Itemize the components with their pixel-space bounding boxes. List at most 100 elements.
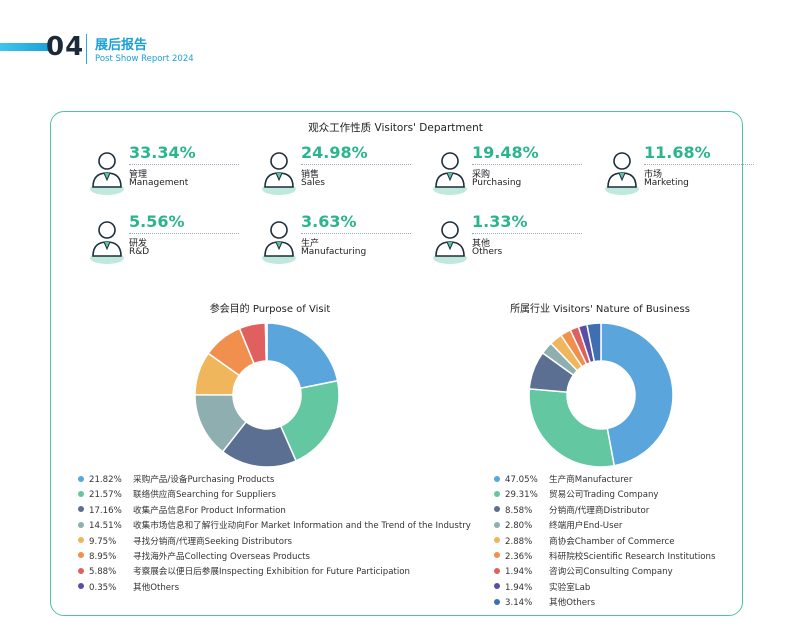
dotted-divider [472,233,582,234]
worker-hardhat-icon [262,221,296,264]
department-item: 19.48% 采购 Purchasing [430,143,590,203]
dotted-divider [129,233,239,234]
legend-entry: 8.58% 分销商/代理商Distributor [494,504,715,519]
legend-percent: 9.75% [89,536,117,547]
legend-swatch [78,521,84,528]
legend-label: 生产商Manufacturer [549,475,633,485]
marketing-person-icon [605,152,639,195]
legend-label: 寻找海外产品Collecting Overseas Products [133,551,311,562]
content-panel [50,111,743,616]
sales-person-icon [262,152,296,195]
department-percent: 3.63% [301,212,357,231]
legend-percent: 14.51% [89,521,122,532]
purpose-legend: 21.82% 采购产品/设备Purchasing Products 21.57% 联络… [78,473,471,596]
purchasing-person-icon [433,152,467,195]
department-percent: 5.56% [129,212,185,231]
legend-swatch [494,521,500,528]
department-label-en: Manufacturing [301,247,367,257]
legend-entry: 5.88% 考察展会以便日后参展Inspecting Exhibition for… [78,565,471,580]
legend-percent: 47.05% [505,475,538,485]
legend-entry: 21.82% 采购产品/设备Purchasing Products [78,473,471,488]
person-balance-icon [433,221,467,264]
department-item: 1.33% 其他 Others [430,212,590,272]
department-label-en: Purchasing [472,178,522,188]
donut-slice [600,322,674,467]
legend-label: 咨询公司Consulting Company [549,567,673,578]
business-legend: 47.05% 生产商Manufacturer 29.31% 贸易公司Trading C… [494,473,715,612]
legend-percent: 1.94% [505,582,533,593]
department-percent: 24.98% [301,143,368,162]
legend-entry: 3.14% 其他Others [494,596,715,611]
legend-percent: 5.88% [89,567,117,578]
department-label-cn: 采购 [472,170,491,180]
dotted-divider [301,233,411,234]
legend-entry: 14.51% 收集市场信息和了解行业动向For Market Informatio… [78,519,471,534]
dotted-divider [644,164,754,165]
legend-entry: 8.95% 寻找海外产品Collecting Overseas Products [78,550,471,565]
department-item: 5.56% 研发 R&D [87,212,247,272]
legend-entry: 2.36% 科研院校Scientific Research Institution… [494,550,715,565]
department-item: 11.68% 市场 Marketing [602,143,762,203]
legend-percent: 3.14% [505,598,533,609]
legend-label: 联络供应商Searching for Suppliers [133,490,276,501]
legend-entry: 1.94% 实验室Lab [494,581,715,596]
legend-swatch [494,506,500,513]
section-number: 04 [46,32,85,62]
legend-swatch [78,490,84,497]
legend-swatch [494,552,500,559]
legend-swatch [494,537,500,544]
legend-entry: 0.35% 其他Others [78,581,471,596]
department-percent: 19.48% [472,143,539,162]
legend-percent: 21.57% [89,490,122,501]
legend-label: 寻找分销商/代理商Seeking Distributors [133,536,292,547]
legend-swatch [494,598,500,605]
legend-percent: 8.58% [505,505,533,516]
legend-label: 实验室Lab [549,582,591,593]
legend-entry: 29.31% 贸易公司Trading Company [494,488,715,503]
legend-percent: 0.35% [89,582,117,593]
dotted-divider [472,164,582,165]
department-title: 观众工作性质 Visitors' Department [308,122,483,134]
donut-slice [266,322,339,390]
legend-swatch [78,567,84,574]
department-item: 24.98% 销售 Sales [259,143,419,203]
business-chart-title: 所属行业 Visitors' Nature of Business [510,304,690,315]
legend-label: 贸易公司Trading Company [549,490,659,501]
legend-percent: 21.82% [89,475,122,485]
legend-percent: 2.80% [505,521,533,532]
legend-percent: 8.95% [89,551,117,562]
legend-label: 收集产品信息For Product Information [133,505,286,516]
donut-slice [586,322,602,363]
legend-entry: 47.05% 生产商Manufacturer [494,473,715,488]
legend-label: 其他Others [133,582,180,593]
legend-swatch [494,583,500,590]
department-label-cn: 市场 [644,170,663,180]
department-percent: 33.34% [129,143,196,162]
purpose-donut-chart [194,322,340,468]
section-title-cn: 展后报告 [95,38,148,53]
legend-swatch [494,475,500,482]
department-label-cn: 其他 [472,239,491,249]
legend-entry: 2.88% 商协会Chamber of Commerce [494,535,715,550]
legend-swatch [494,567,500,574]
department-label-cn: 管理 [129,170,148,180]
legend-label: 考察展会以便日后参展Inspecting Exhibition for Futu… [133,567,410,578]
legend-label: 终端用户End-User [549,521,623,532]
legend-swatch [78,506,84,513]
purpose-chart-title: 参会目的 Purpose of Visit [209,304,331,315]
department-label-cn: 生产 [301,239,320,249]
legend-swatch [78,552,84,559]
legend-label: 科研院校Scientific Research Institutions [549,551,716,562]
department-label-cn: 销售 [301,170,320,180]
scientist-icon [90,221,124,264]
legend-swatch [78,475,84,482]
legend-percent: 1.94% [505,567,533,578]
legend-swatch [494,490,500,497]
section-title-en: Post Show Report 2024 [95,54,194,64]
department-label-en: Marketing [644,178,689,188]
legend-swatch [78,537,84,544]
business-donut-chart [528,322,674,468]
legend-label: 收集市场信息和了解行业动向For Market Information and … [133,521,471,532]
manager-icon [90,152,124,195]
department-percent: 1.33% [472,212,528,231]
